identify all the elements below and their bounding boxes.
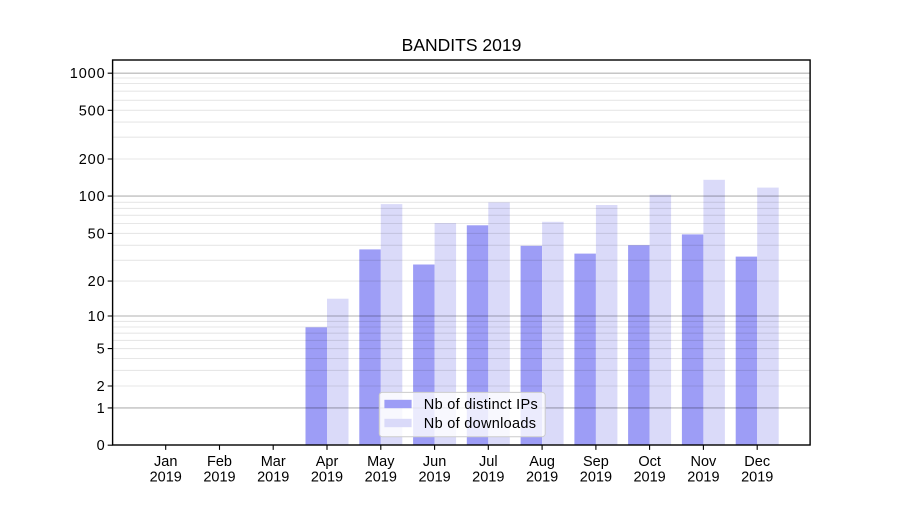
svg-text:0: 0 bbox=[97, 438, 106, 454]
svg-text:Oct: Oct bbox=[638, 454, 661, 470]
svg-text:2019: 2019 bbox=[526, 470, 558, 486]
svg-text:100: 100 bbox=[79, 189, 106, 205]
svg-text:2019: 2019 bbox=[418, 470, 450, 486]
svg-text:2019: 2019 bbox=[633, 470, 665, 486]
svg-text:2019: 2019 bbox=[257, 470, 289, 486]
svg-text:Nb of downloads: Nb of downloads bbox=[424, 416, 537, 432]
svg-text:Sep: Sep bbox=[583, 454, 609, 470]
svg-text:Mar: Mar bbox=[261, 454, 286, 470]
svg-text:2019: 2019 bbox=[365, 470, 397, 486]
svg-text:1: 1 bbox=[97, 401, 106, 417]
svg-text:10: 10 bbox=[88, 309, 106, 325]
svg-text:2019: 2019 bbox=[472, 470, 504, 486]
svg-text:Jul: Jul bbox=[479, 454, 498, 470]
svg-text:2019: 2019 bbox=[687, 470, 719, 486]
svg-text:200: 200 bbox=[79, 152, 106, 168]
svg-text:2019: 2019 bbox=[203, 470, 235, 486]
svg-text:BANDITS 2019: BANDITS 2019 bbox=[402, 35, 522, 55]
svg-text:500: 500 bbox=[79, 103, 106, 119]
svg-text:2019: 2019 bbox=[311, 470, 343, 486]
svg-text:2019: 2019 bbox=[741, 470, 773, 486]
svg-text:Nov: Nov bbox=[691, 454, 718, 470]
svg-text:5: 5 bbox=[97, 342, 106, 358]
svg-text:Apr: Apr bbox=[316, 454, 339, 470]
svg-text:Feb: Feb bbox=[207, 454, 232, 470]
svg-text:2019: 2019 bbox=[150, 470, 182, 486]
svg-text:Nb of distinct IPs: Nb of distinct IPs bbox=[424, 397, 538, 413]
svg-text:1000: 1000 bbox=[70, 66, 106, 82]
svg-text:May: May bbox=[367, 454, 395, 470]
svg-text:2019: 2019 bbox=[580, 470, 612, 486]
svg-text:Aug: Aug bbox=[529, 454, 555, 470]
svg-text:20: 20 bbox=[88, 274, 106, 290]
svg-text:Jan: Jan bbox=[154, 454, 177, 470]
svg-text:50: 50 bbox=[88, 226, 106, 242]
svg-text:2: 2 bbox=[97, 379, 106, 395]
svg-text:Dec: Dec bbox=[744, 454, 770, 470]
svg-text:Jun: Jun bbox=[423, 454, 446, 470]
